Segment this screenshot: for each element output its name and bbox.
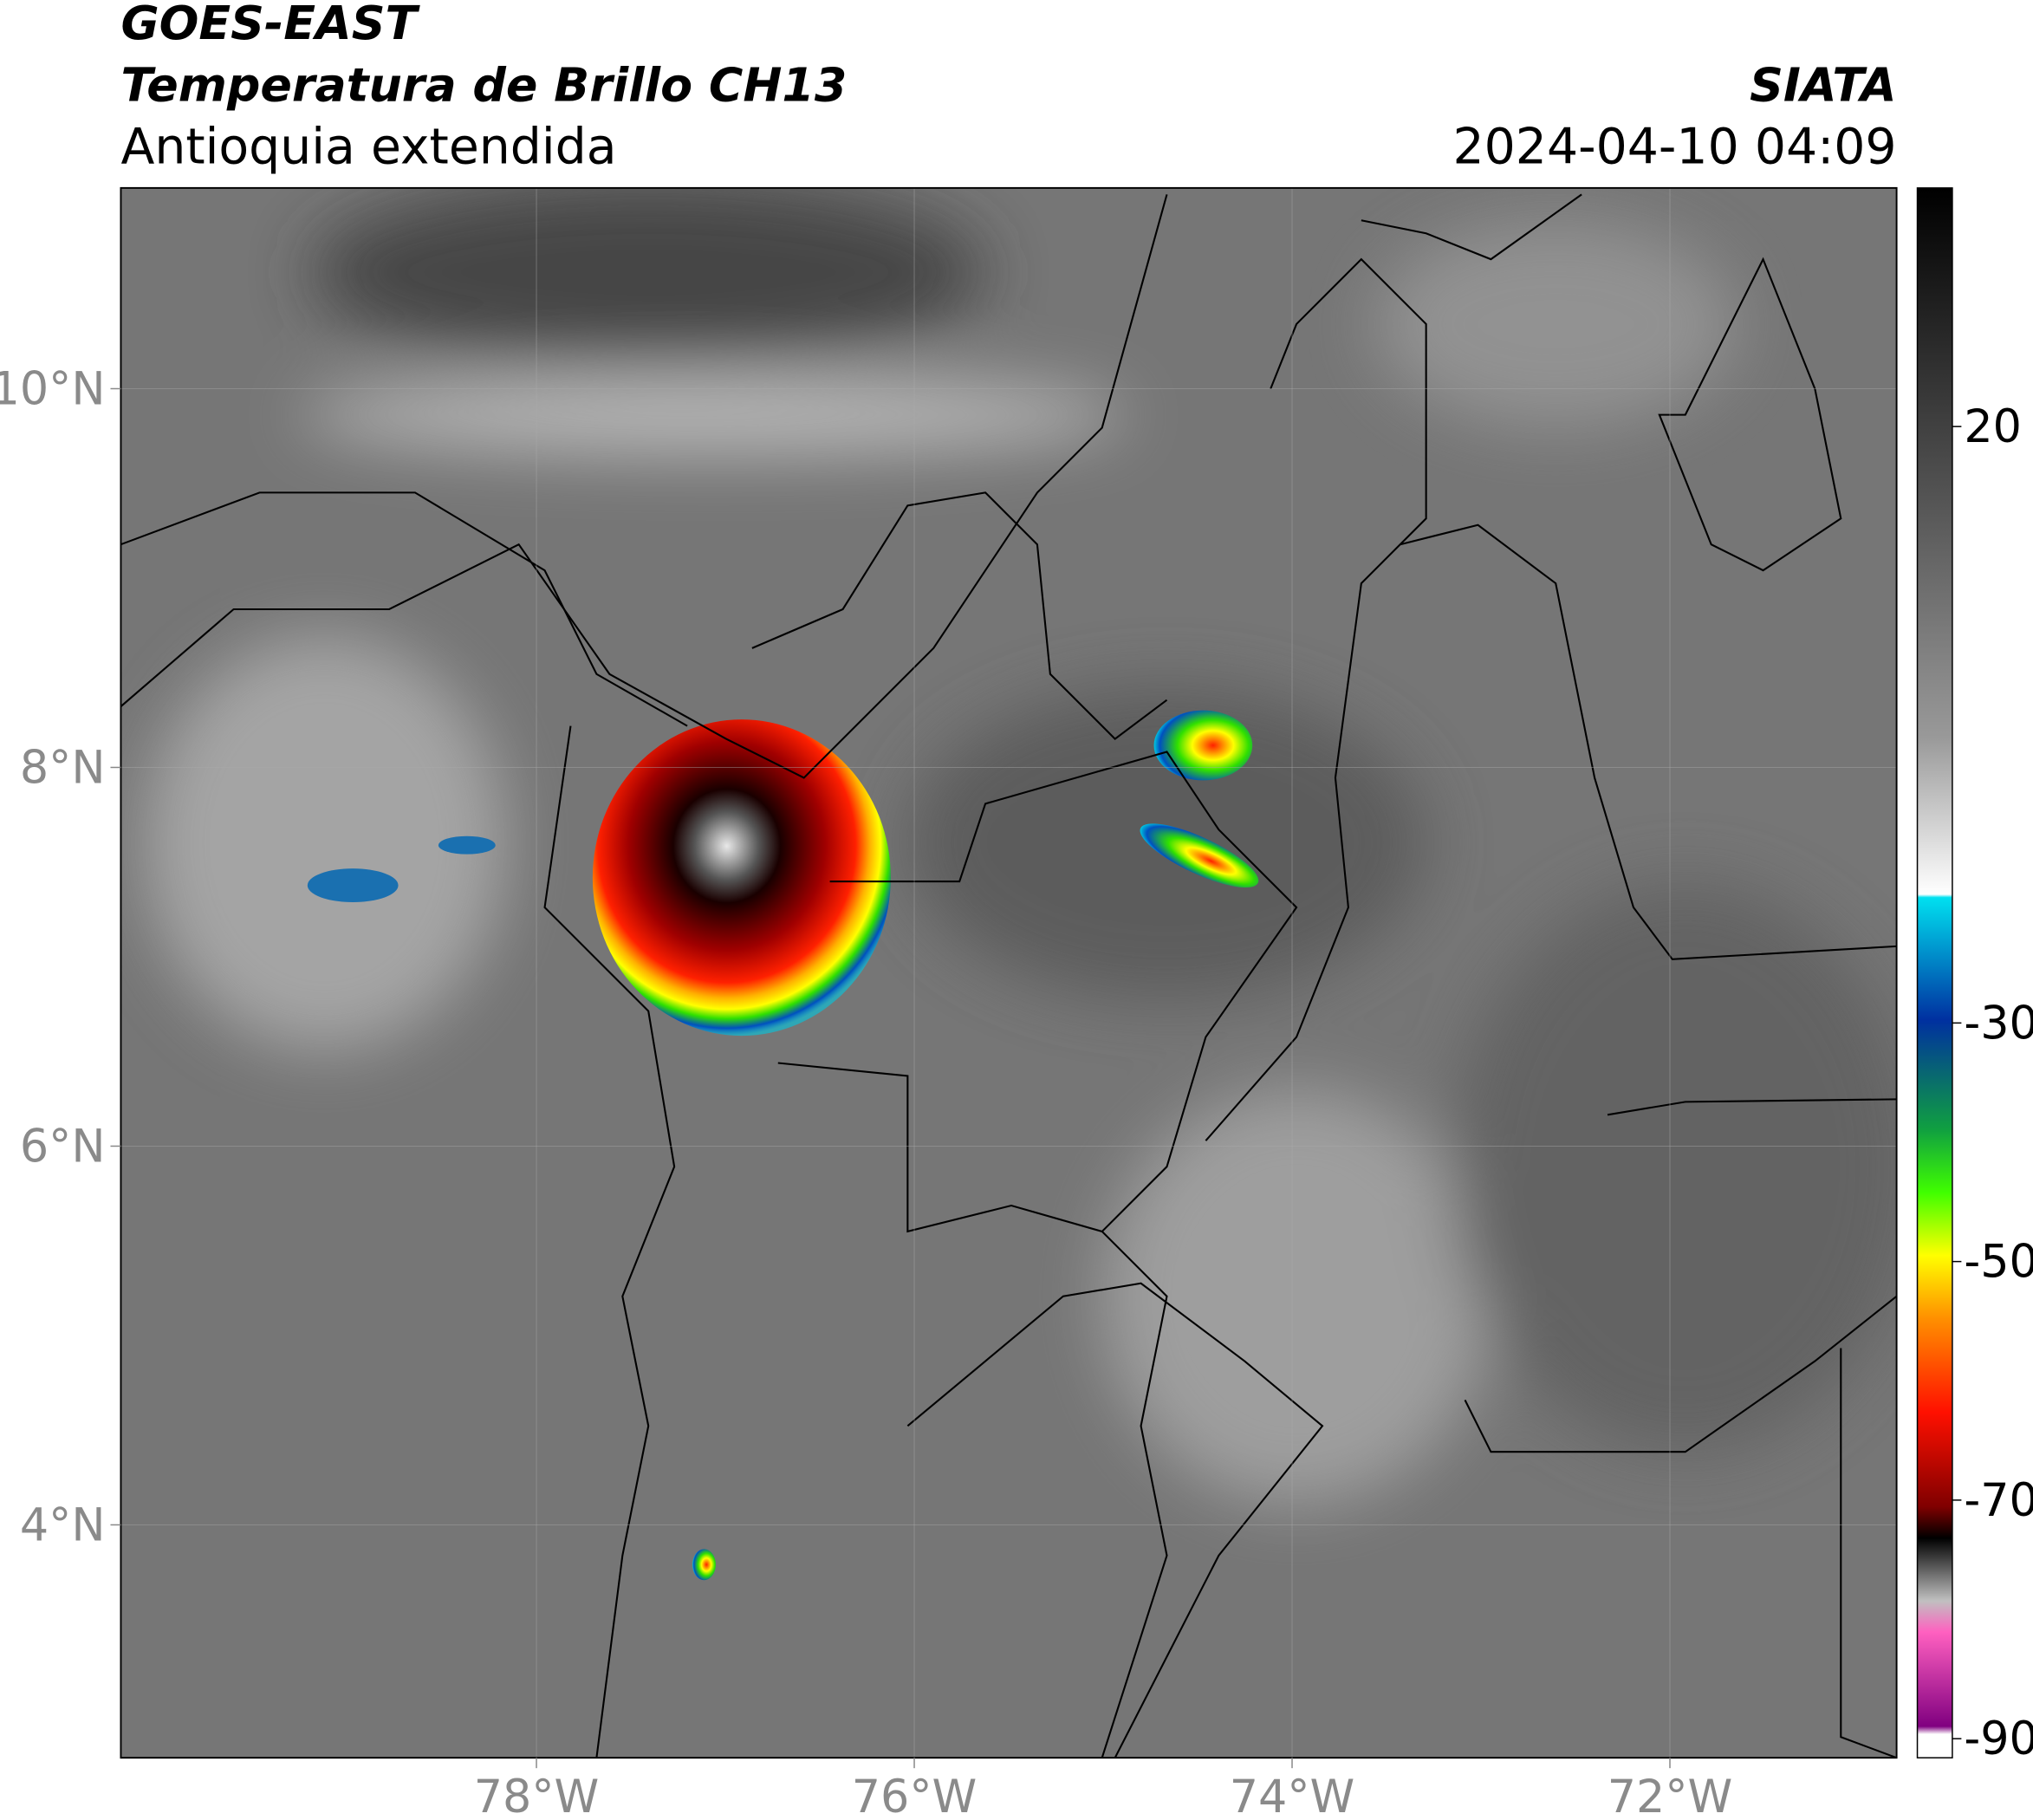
datetime: 2024-04-10 04:09 <box>1453 118 1897 175</box>
region: Antioquia extendida <box>120 118 616 175</box>
colorbar-tick-label: -50 <box>1964 1236 2033 1289</box>
lon-tick-label: 78°W <box>474 1771 600 1820</box>
colorbar-tick-label: -70 <box>1964 1474 2033 1527</box>
lon-tick-label: 74°W <box>1230 1771 1355 1820</box>
colorbar <box>1916 187 1953 1758</box>
lon-tick-label: 72°W <box>1608 1771 1733 1820</box>
lat-tick-label: 4°N <box>20 1498 106 1551</box>
lon-tick-label: 76°W <box>852 1771 978 1820</box>
map-image <box>120 187 1897 1758</box>
lat-tick-label: 6°N <box>20 1120 106 1173</box>
lat-tick-label: 10°N <box>0 362 106 415</box>
source: SIATA <box>1750 58 1897 113</box>
colorbar-tick-label: 20 <box>1964 400 2022 453</box>
lat-tick-label: 8°N <box>20 741 106 794</box>
title: GOES-EAST <box>120 0 420 50</box>
colorbar-tick-label: -90 <box>1964 1713 2033 1765</box>
subtitle: Temperatura de Brillo CH13 <box>120 58 847 113</box>
colorbar-tick-label: -30 <box>1964 997 2033 1050</box>
map-frame <box>120 186 1898 1759</box>
